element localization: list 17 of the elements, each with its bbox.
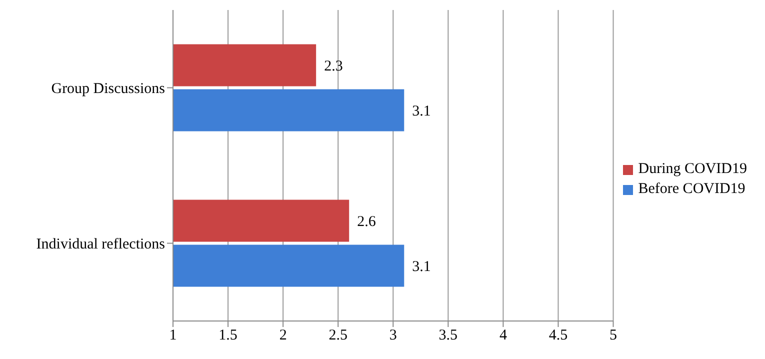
y-tick-label: Group Discussions (51, 81, 166, 98)
legend-label: During COVID19 (638, 161, 747, 178)
x-tick-label: 3.5 (438, 328, 458, 344)
x-tick-label: 4 (499, 328, 508, 344)
data-label: 3.1 (412, 259, 431, 276)
x-tick-label: 3 (389, 328, 397, 344)
x-tick-label: 1 (169, 328, 177, 344)
x-tick-label: 2 (279, 328, 287, 344)
x-tick-label: 2.5 (328, 328, 348, 344)
legend-label: Before COVID19 (638, 181, 746, 198)
x-tick-label: 4.5 (548, 328, 568, 344)
data-label: 2.3 (324, 58, 343, 75)
x-tick-label: 5 (610, 328, 617, 344)
x-tick-label: 1.5 (218, 328, 238, 344)
data-label: 2.6 (357, 214, 376, 230)
y-tick-label: Individual reflections (36, 236, 166, 253)
data-label: 3.1 (412, 104, 431, 120)
